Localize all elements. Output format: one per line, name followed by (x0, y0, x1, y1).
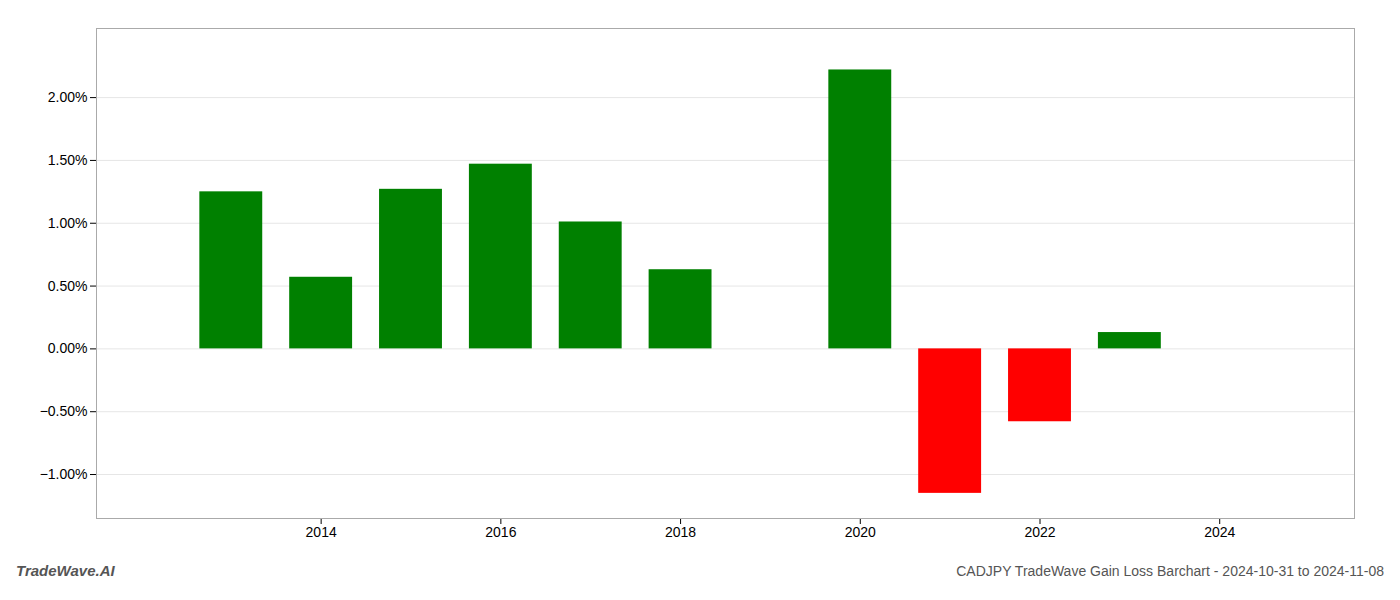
svg-text:2022: 2022 (1024, 524, 1055, 540)
html-text:TradeWave.AI: TradeWave.AI (16, 562, 115, 579)
svg-text:2.00%: 2.00% (48, 89, 88, 105)
svg-text:−1.00%: −1.00% (40, 466, 88, 482)
html-text:CADJPY TradeWave Gain Loss Bar: CADJPY TradeWave Gain Loss Barchart - 20… (956, 563, 1384, 579)
svg-text:2016: 2016 (485, 524, 516, 540)
svg-text:0.00%: 0.00% (48, 340, 88, 356)
svg-text:−0.50%: −0.50% (40, 403, 88, 419)
svg-text:1.50%: 1.50% (48, 152, 88, 168)
svg-text:2018: 2018 (665, 524, 696, 540)
svg-text:2024: 2024 (1204, 524, 1235, 540)
svg-text:1.00%: 1.00% (48, 215, 88, 231)
svg-text:2020: 2020 (845, 524, 876, 540)
svg-text:2014: 2014 (306, 524, 337, 540)
svg-text:0.50%: 0.50% (48, 278, 88, 294)
